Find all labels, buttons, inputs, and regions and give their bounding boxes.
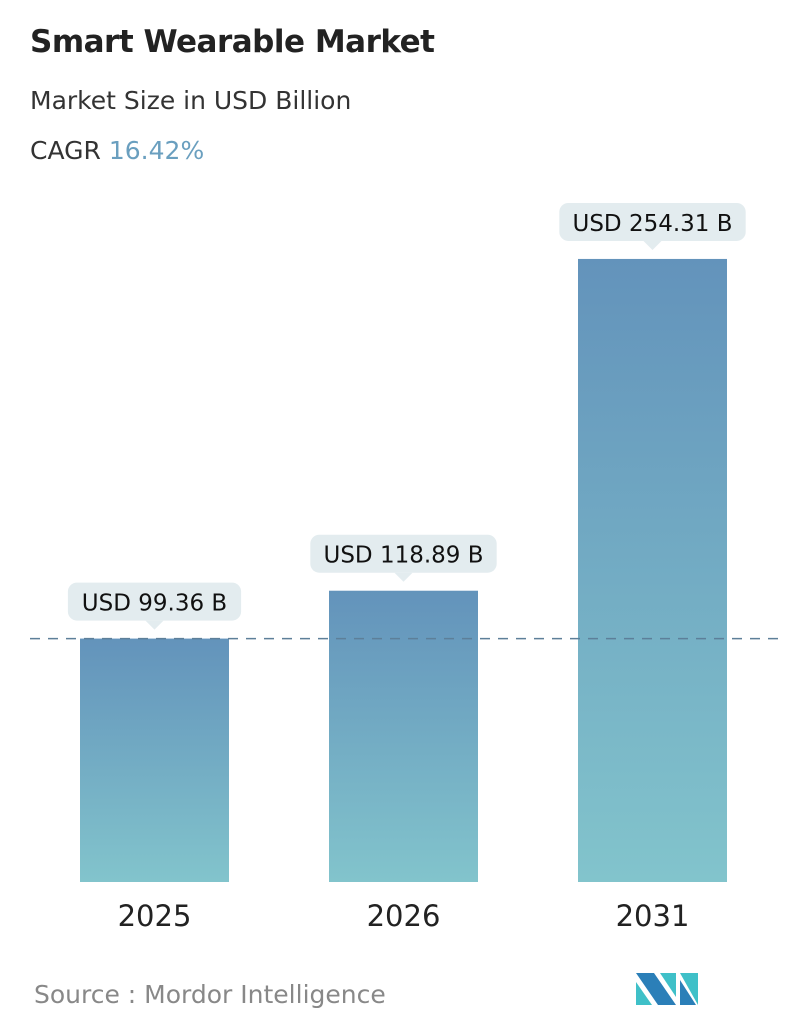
- source-text: Source : Mordor Intelligence: [34, 980, 386, 1009]
- data-label-pointer: [145, 620, 164, 630]
- bar-2025: [80, 638, 229, 882]
- data-label-pointer: [643, 240, 662, 250]
- cagr-label: CAGR: [30, 136, 101, 165]
- cagr-value: 16.42%: [108, 136, 205, 165]
- data-label: USD 254.31 B: [572, 211, 732, 237]
- data-label-pointer: [394, 572, 413, 582]
- chart-title: Smart Wearable Market: [30, 24, 435, 60]
- x-tick-label: 2025: [118, 899, 192, 933]
- data-label-bg: [559, 202, 746, 241]
- bar-2026: [329, 590, 478, 882]
- bar-2031: [578, 258, 727, 882]
- x-tick-label: 2031: [616, 899, 690, 933]
- data-label: USD 118.89 B: [323, 543, 483, 569]
- data-label: USD 99.36 B: [82, 591, 227, 617]
- x-tick-label: 2026: [367, 899, 441, 933]
- chart-subtitle: Market Size in USD Billion: [30, 86, 352, 115]
- data-label-bg: [310, 534, 497, 573]
- data-label-bg: [67, 582, 242, 621]
- cagr: CAGR 16.42%: [30, 136, 204, 165]
